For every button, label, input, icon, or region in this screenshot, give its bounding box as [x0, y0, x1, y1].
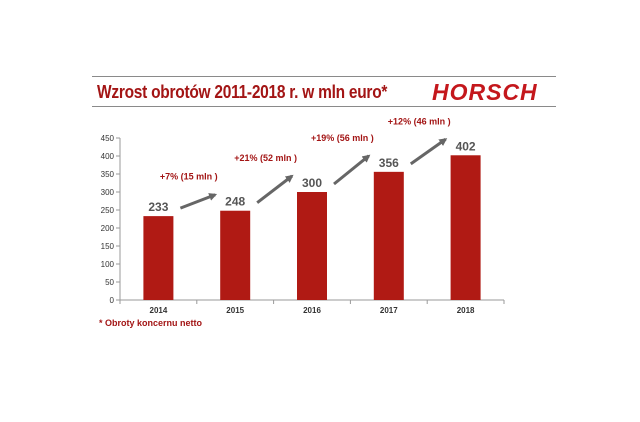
y-tick-label: 300 [101, 188, 115, 197]
chart-bars [143, 155, 481, 300]
footnote: * Obroty koncernu netto [99, 318, 203, 328]
header-bottom-rule [92, 106, 556, 107]
data-label: 300 [302, 176, 322, 190]
horsch-logo: HORSCH [432, 79, 538, 105]
bar-2014 [143, 216, 174, 300]
chart-growth-annotations: +7% (15 mln ) +21% (52 mln ) +19% (56 mln … [160, 116, 451, 210]
y-tick-label: 250 [101, 206, 115, 215]
data-label: 233 [148, 200, 168, 214]
bar-2018 [450, 155, 481, 300]
growth-label: +19% (56 mln ) [311, 133, 374, 143]
x-tick-label: 2014 [150, 306, 168, 315]
growth-label: +21% (52 mln ) [234, 153, 297, 163]
chart-value-labels: 233 248 300 356 402 [148, 139, 476, 214]
growth-arrow [333, 154, 371, 186]
x-tick-label: 2018 [457, 306, 475, 315]
header-top-rule [92, 76, 556, 77]
y-tick-label: 100 [101, 260, 115, 269]
growth-arrow [256, 174, 294, 204]
y-tick-label: 450 [101, 134, 115, 143]
data-label: 402 [456, 139, 476, 153]
data-label: 248 [225, 195, 245, 209]
chart-axes: 0 50 100 150 200 250 300 350 400 450 2014 2015 2016 2… [101, 134, 505, 315]
growth-arrow [409, 138, 448, 166]
y-tick-label: 0 [110, 296, 115, 305]
bar-2016 [297, 192, 327, 300]
y-tick-label: 50 [105, 278, 114, 287]
x-tick-label: 2017 [380, 306, 398, 315]
chart-title: Wzrost obrotów 2011-2018 r. w mln euro* [97, 82, 388, 102]
x-tick-label: 2016 [303, 306, 321, 315]
bar-2015 [220, 210, 251, 300]
data-label: 356 [379, 156, 399, 170]
x-tick-label: 2015 [226, 306, 244, 315]
growth-arrow [179, 193, 218, 210]
y-tick-label: 200 [101, 224, 115, 233]
y-tick-label: 150 [101, 242, 115, 251]
y-tick-label: 400 [101, 152, 115, 161]
growth-label: +12% (46 mln ) [388, 116, 451, 126]
y-tick-label: 350 [101, 170, 115, 179]
bar-2017 [373, 171, 404, 300]
growth-label: +7% (15 mln ) [160, 172, 218, 182]
